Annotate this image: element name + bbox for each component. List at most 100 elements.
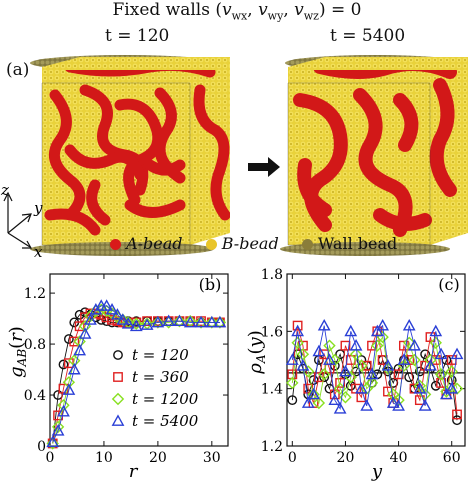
data-point xyxy=(365,367,379,380)
y-tick-label: 1.2 xyxy=(261,439,283,455)
data-point xyxy=(308,375,319,385)
data-point xyxy=(440,387,453,400)
data-point xyxy=(360,399,374,411)
data-point xyxy=(392,399,405,411)
data-point xyxy=(450,347,464,360)
title-var-wx: wx xyxy=(231,9,248,23)
svg-text:gAB(r): gAB(r) xyxy=(6,326,29,378)
data-point xyxy=(151,316,165,329)
panel-c-label: (c) xyxy=(438,275,459,294)
data-point xyxy=(349,348,363,361)
data-point xyxy=(151,315,165,328)
data-point xyxy=(414,395,425,406)
data-point xyxy=(424,359,437,371)
title-var-wz: wz xyxy=(303,9,319,23)
data-point xyxy=(130,317,143,330)
wall-bead-label: Wall bead xyxy=(317,234,398,253)
title-main: Fixed walls xyxy=(112,0,210,20)
data-point xyxy=(58,359,69,370)
data-point xyxy=(381,359,395,371)
data-point xyxy=(403,336,416,349)
data-point xyxy=(62,376,76,389)
data-point xyxy=(434,368,448,381)
data-point xyxy=(323,353,336,365)
data-point xyxy=(292,320,303,331)
data-point xyxy=(116,313,130,327)
data-point xyxy=(429,324,443,337)
data-point xyxy=(397,353,411,365)
plot-frame xyxy=(286,273,466,447)
data-point xyxy=(317,318,331,331)
chart-rhoa: 0 20 40 60 1.2 1.4 1.6 1.8 (c) ρA(y) y xyxy=(245,267,466,482)
data-point xyxy=(62,383,76,395)
data-point xyxy=(84,313,97,325)
data-point xyxy=(312,396,326,410)
data-point xyxy=(46,435,60,448)
title-tail: = 0 xyxy=(331,0,362,20)
wall-bead-swatch xyxy=(301,239,313,250)
data-point xyxy=(339,364,352,377)
b-bead-swatch xyxy=(205,239,217,250)
data-point xyxy=(51,420,65,434)
x-tick-label: 30 xyxy=(203,450,221,466)
data-point xyxy=(418,399,432,411)
data-point xyxy=(89,304,103,318)
y-tick-label: 1.6 xyxy=(261,324,283,340)
data-point xyxy=(367,340,377,351)
y-tick-label: 1.8 xyxy=(261,267,283,283)
data-point xyxy=(162,314,176,327)
data-point xyxy=(370,324,384,337)
data-point xyxy=(194,316,208,329)
data-point xyxy=(213,316,227,329)
panel-a-label: (a) xyxy=(6,60,30,80)
axis-x-label: x xyxy=(34,243,43,260)
data-point xyxy=(69,336,80,347)
legend-label: t = 120 xyxy=(132,346,189,364)
data-point xyxy=(318,368,331,381)
data-point xyxy=(129,319,143,332)
data-point xyxy=(89,303,103,315)
data-point xyxy=(371,339,384,352)
data-point xyxy=(287,395,298,406)
cube-t120 xyxy=(30,55,230,256)
data-point xyxy=(205,316,219,329)
cube-t5400 xyxy=(280,55,468,256)
a-bead-label: A-bead xyxy=(126,234,183,253)
data-point xyxy=(213,315,227,328)
time-label-right: t = 5400 xyxy=(330,26,406,46)
axes-triad xyxy=(3,191,33,249)
data-point xyxy=(349,339,363,351)
a-bead-swatch xyxy=(110,239,121,250)
legend-marker xyxy=(111,414,125,426)
data-point xyxy=(73,343,87,356)
y-tick-label: 0.4 xyxy=(24,388,46,404)
data-point xyxy=(286,376,299,390)
data-point xyxy=(78,327,92,339)
data-point xyxy=(429,336,442,349)
legend-label: t = 5400 xyxy=(132,412,199,430)
data-point xyxy=(445,382,459,394)
legend-label: t = 360 xyxy=(132,368,189,386)
data-point xyxy=(111,308,124,320)
axis-y-label: y xyxy=(33,199,43,217)
data-point xyxy=(63,334,74,344)
data-point xyxy=(386,396,400,408)
data-point xyxy=(183,315,197,328)
data-point xyxy=(340,340,351,351)
data-point xyxy=(116,313,130,325)
data-point xyxy=(121,317,135,329)
data-point xyxy=(313,372,324,383)
data-point xyxy=(307,387,320,400)
time-label-left: t = 120 xyxy=(105,26,170,46)
data-point xyxy=(356,355,367,365)
data-point xyxy=(420,349,431,360)
x-tick-label: 20 xyxy=(149,450,167,466)
data-point xyxy=(51,424,65,436)
data-point xyxy=(57,404,70,417)
x-tick-label: 20 xyxy=(337,450,355,466)
data-point xyxy=(440,385,453,398)
data-point xyxy=(452,415,462,426)
chart-gab-legend: t = 120 t = 360 t = 1200 t = 5400 xyxy=(111,346,199,430)
data-point xyxy=(355,382,368,394)
panel-a-graphic: z y x xyxy=(0,55,468,260)
